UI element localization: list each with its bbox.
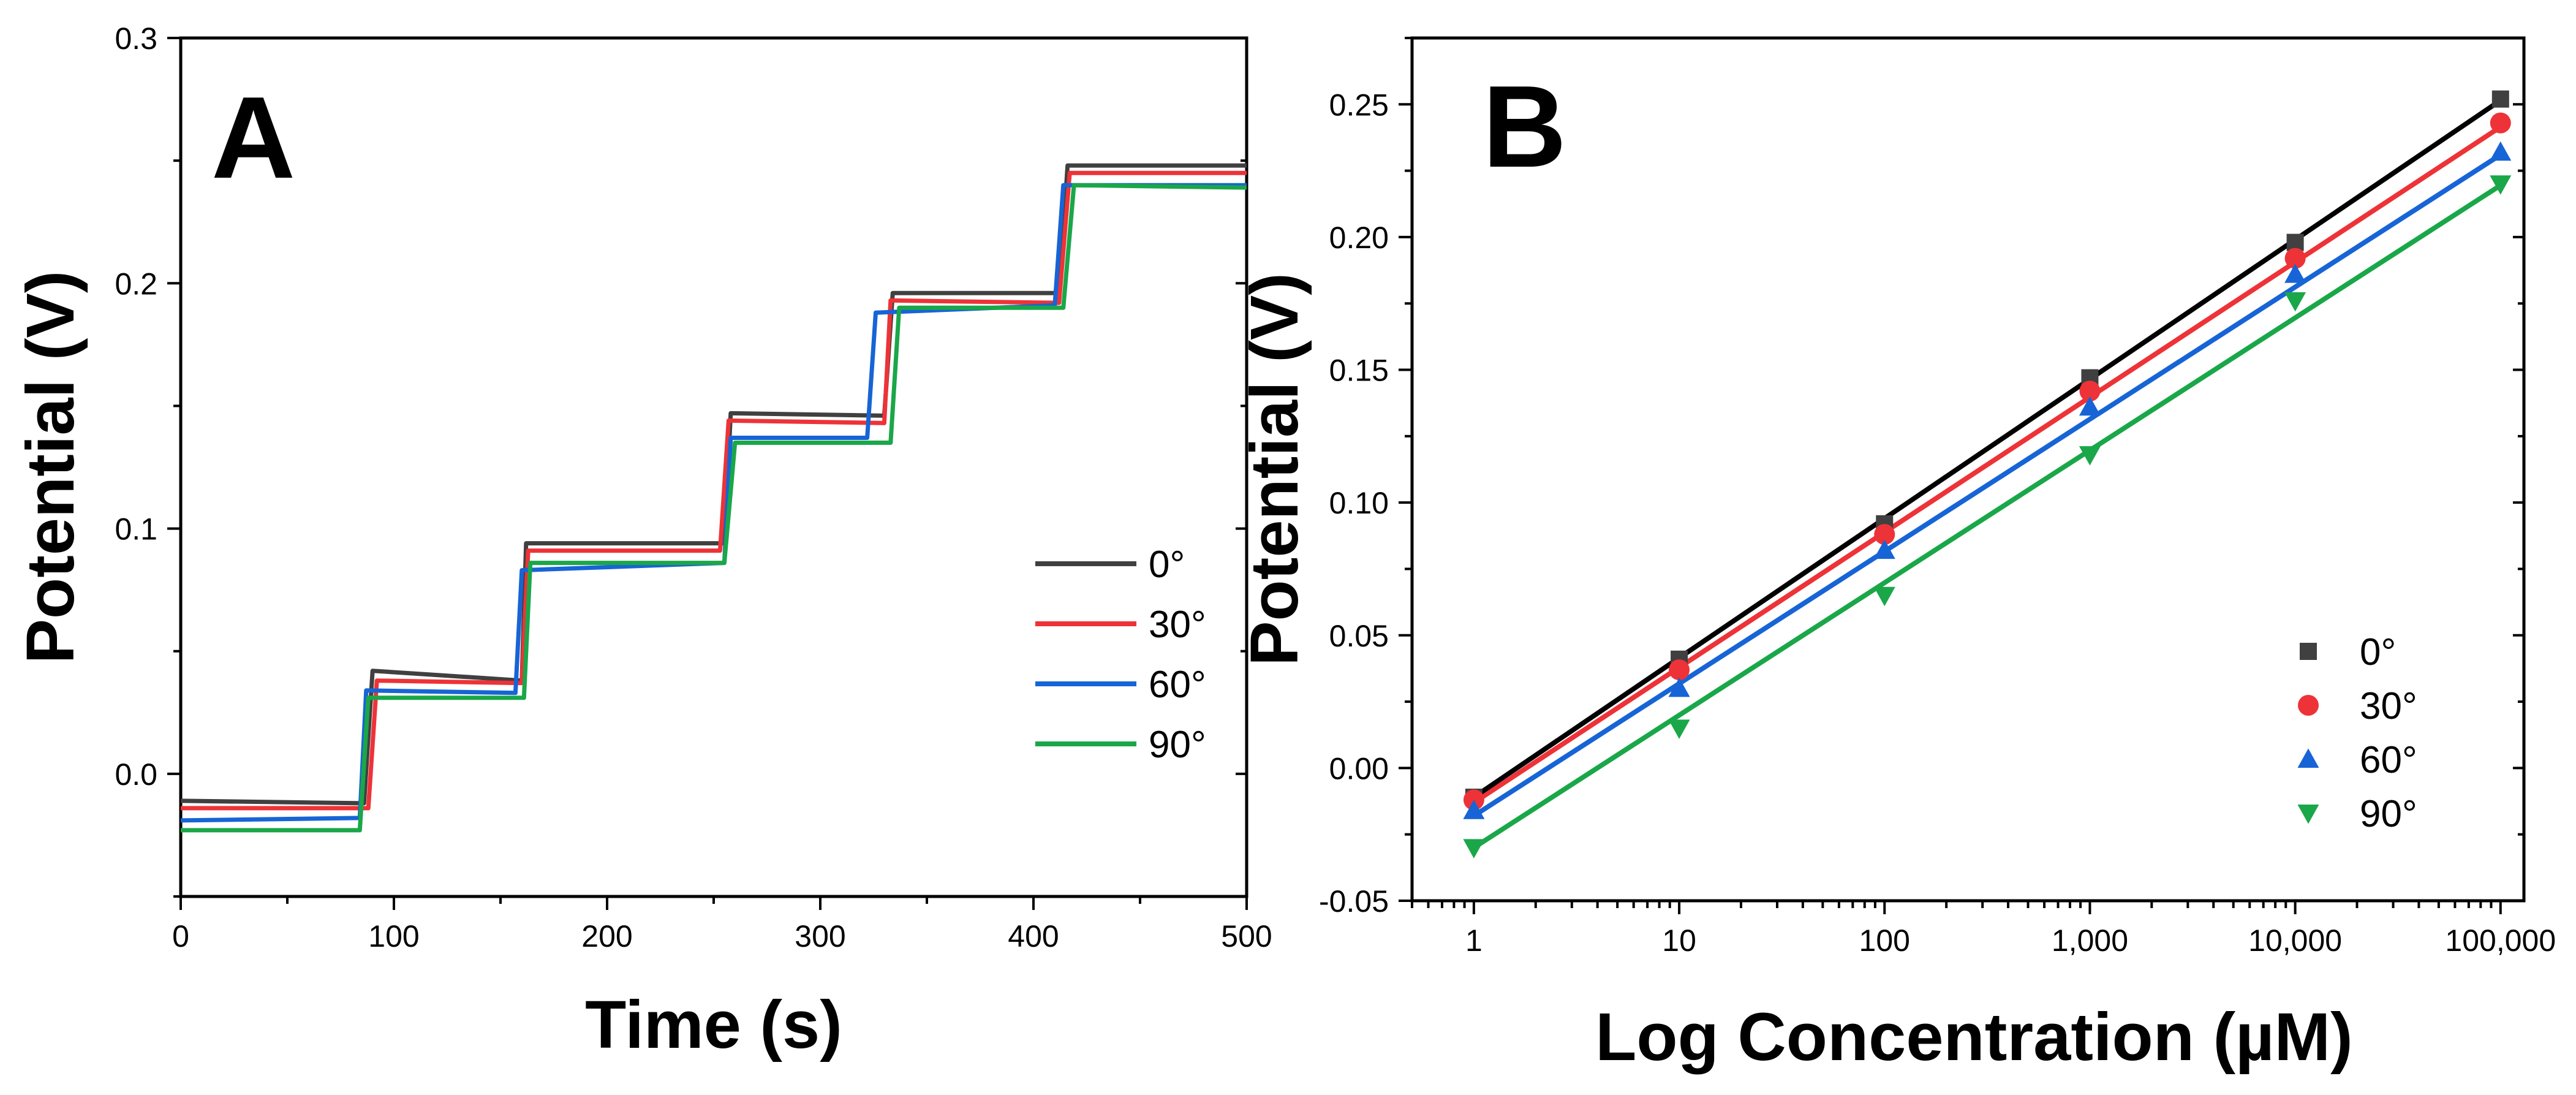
- y-tick-label: 0.00: [1329, 751, 1389, 786]
- y-axis-title: Potential (V): [1237, 273, 1312, 666]
- x-tick-label: 1: [1465, 923, 1483, 958]
- legend-label: 90°: [1149, 724, 1206, 766]
- y-tick-label: 0.2: [115, 267, 157, 301]
- series-line-3: [181, 183, 1247, 833]
- y-axis-title: Potential (V): [13, 271, 88, 664]
- x-tick-label: 300: [795, 919, 845, 953]
- data-point-3: [2079, 446, 2101, 466]
- y-tick-label: 0.05: [1329, 619, 1389, 653]
- x-tick-label: 100,000: [2445, 923, 2556, 958]
- legend-label: 0°: [2360, 631, 2396, 673]
- y-tick-label: 0.10: [1329, 486, 1389, 520]
- x-tick-label: 1,000: [2052, 923, 2128, 958]
- data-point-2: [1463, 800, 1485, 819]
- series-line-1: [181, 170, 1247, 811]
- data-point-2: [2490, 141, 2512, 161]
- legend-marker: [2298, 695, 2319, 716]
- x-axis-title: Time (s): [585, 987, 842, 1063]
- fit-line-2: [1472, 153, 2502, 818]
- data-point-0: [2491, 90, 2509, 108]
- data-point-1: [2284, 248, 2306, 269]
- legend-label: 30°: [2360, 685, 2417, 727]
- plot-frame: [1410, 36, 2526, 903]
- data-point-3: [2490, 175, 2512, 195]
- x-tick-label: 0: [172, 919, 189, 953]
- data-point-3: [1463, 839, 1485, 858]
- x-tick-label: 100: [1859, 923, 1910, 958]
- y-tick-label: 0.15: [1329, 354, 1389, 388]
- data-point-1: [2490, 112, 2511, 134]
- x-tick-label: 100: [368, 919, 419, 953]
- fit-line-1: [1472, 124, 2502, 805]
- y-tick-label: -0.05: [1319, 884, 1389, 919]
- legend-label: 60°: [1149, 664, 1206, 706]
- panel-label-b: B: [1483, 62, 1566, 192]
- x-tick-label: 10: [1662, 923, 1696, 958]
- y-tick-label: 0.1: [115, 512, 157, 547]
- series-line-0: [180, 163, 1247, 806]
- fit-line-0: [1472, 98, 2502, 800]
- data-point-3: [1668, 719, 1690, 739]
- data-point-1: [2079, 381, 2101, 402]
- legend-marker: [2300, 643, 2317, 660]
- data-point-2: [1873, 539, 1895, 559]
- data-point-2: [2079, 396, 2101, 416]
- data-point-3: [1873, 586, 1895, 607]
- panel-a: 0 100 200 300 400 500 0.0 0.1 0.2 0.3 0° 30° 60° 90° T…: [13, 21, 1272, 1063]
- x-axis-title: Log Concentration (µM): [1595, 999, 2353, 1075]
- data-point-2: [1668, 677, 1690, 697]
- y-tick-label: 0.25: [1329, 88, 1389, 122]
- legend-marker: [2297, 805, 2319, 824]
- y-tick-label: 0.0: [115, 757, 157, 792]
- legend-label: 90°: [2360, 793, 2417, 835]
- data-point-2: [2284, 263, 2306, 283]
- legend-label: 30°: [1149, 604, 1206, 646]
- data-point-1: [1874, 524, 1895, 545]
- x-tick-label: 10,000: [2248, 923, 2342, 958]
- x-tick-label: 500: [1221, 919, 1272, 953]
- data-point-1: [1669, 659, 1690, 681]
- fit-line-3: [1472, 183, 2502, 850]
- y-tick-label: 0.20: [1329, 221, 1389, 255]
- data-point-3: [2284, 292, 2306, 312]
- x-tick-label: 200: [581, 919, 632, 953]
- panel-b: 1 10 100 1,000 10,000 100,000 -0.05 0.00 0.05 0.1…: [1237, 36, 2556, 1075]
- y-tick-label: 0.3: [115, 21, 157, 56]
- panel-label-a: A: [211, 73, 295, 203]
- legend-label: 60°: [2360, 739, 2417, 781]
- legend-marker: [2297, 748, 2319, 768]
- x-tick-label: 400: [1008, 919, 1059, 953]
- series-line-2: [180, 183, 1247, 823]
- legend-label: 0°: [1149, 544, 1185, 586]
